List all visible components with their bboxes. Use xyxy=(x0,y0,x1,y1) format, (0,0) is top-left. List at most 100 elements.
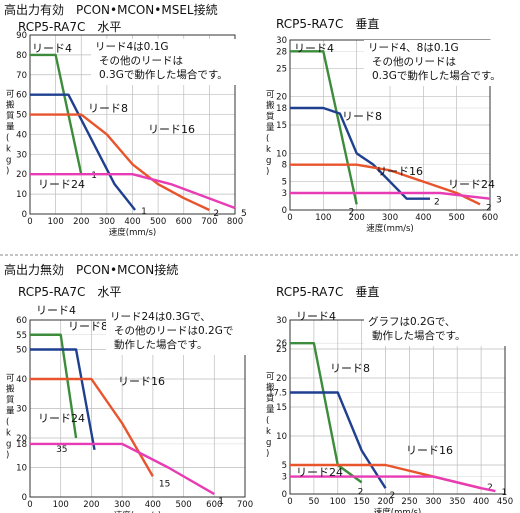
x-axis-label: 速度(mm/s) xyxy=(366,223,414,234)
y-tick-label: 5 xyxy=(282,461,287,471)
x-tick-label: 200 xyxy=(377,497,393,507)
series-end-label: 2 xyxy=(213,209,219,219)
chart-3: RCP5-RA7C 水平 0 10 20 30 40 50 60 55 18 0 100 200 300 4… xyxy=(6,285,256,513)
annotation-line: 0.3Gで動作した場合です。 xyxy=(99,68,228,81)
y-tick-label: 0 xyxy=(22,210,27,220)
x-axis-label: 速度(mm/s) xyxy=(114,510,162,513)
y-tick-label: 50 xyxy=(16,111,27,121)
y-tick-label: 25 xyxy=(276,345,287,355)
y-tick-label: 90 xyxy=(16,31,27,41)
x-tick-label: 600 xyxy=(176,217,192,227)
y-tick-label: 15 xyxy=(276,403,287,413)
y-tick-label: 5 xyxy=(282,178,287,188)
annotation-box xyxy=(364,40,514,86)
chart-title: RCP5-RA7C 水平 xyxy=(18,20,121,34)
x-tick-label: 0 xyxy=(287,213,292,223)
x-tick-label: 300 xyxy=(382,213,398,223)
x-tick-label: 400 xyxy=(124,217,140,227)
y-extra-tick-label: 28 xyxy=(276,47,287,57)
x-tick-label: 400 xyxy=(415,213,431,223)
y-tick-label: 30 xyxy=(276,316,287,326)
y-tick-label: 80 xyxy=(16,51,27,61)
y-axis-label: 可搬質量(k g) xyxy=(6,90,15,177)
y-extra-tick-label: 3 xyxy=(282,473,287,483)
series-end-label: 35 xyxy=(56,445,67,455)
series-label: リード4 xyxy=(296,310,336,323)
series-line--8 xyxy=(290,106,430,200)
series-end-label: 2 xyxy=(349,207,355,217)
series-end-label: 2 xyxy=(487,483,493,493)
y-tick-label: 25 xyxy=(276,64,287,74)
y-tick-label: 15 xyxy=(276,121,287,131)
x-tick-label: 500 xyxy=(449,213,465,223)
series-line--8 xyxy=(290,391,387,489)
y-tick-label: 10 xyxy=(16,464,27,474)
chart-title: RCP5-RA7C 水平 xyxy=(18,285,121,299)
x-tick-label: 0 xyxy=(27,500,32,510)
annotation-box xyxy=(106,309,256,355)
x-tick-label: 300 xyxy=(114,500,130,510)
series-end-label: 2 xyxy=(390,491,396,501)
y-tick-label: 30 xyxy=(16,150,27,160)
x-tick-label: 600 xyxy=(206,500,222,510)
y-extra-tick-label: 17.5 xyxy=(268,389,287,399)
series-label: リード4 xyxy=(294,42,334,55)
annotation-line: その他のリードは xyxy=(372,55,456,68)
series-line--16 xyxy=(30,377,154,477)
y-extra-tick-label: 18 xyxy=(276,104,287,114)
y-tick-label: 20 xyxy=(276,93,287,103)
x-tick-label: 200 xyxy=(73,217,89,227)
x-tick-label: 800 xyxy=(227,217,243,227)
y-extra-tick-label: 55 xyxy=(16,331,27,341)
x-tick-label: 250 xyxy=(401,497,417,507)
series-label: リード24 xyxy=(448,178,495,191)
y-tick-label: 60 xyxy=(16,91,27,101)
x-tick-label: 500 xyxy=(175,500,191,510)
series-label: リード16 xyxy=(148,123,195,136)
annotation-line: リード4、8は0.1G xyxy=(368,42,459,54)
y-tick-label: 0 xyxy=(282,490,287,500)
series-label: リード24 xyxy=(38,178,85,191)
annotation-line: リード24は0.3Gで、 xyxy=(110,311,211,323)
series-line--16 xyxy=(30,113,210,212)
series-end-label: 1 xyxy=(141,207,147,217)
x-tick-label: 50 xyxy=(308,497,319,507)
x-axis-label: 速度(mm/s) xyxy=(109,227,157,238)
annotation-line: リード4は0.1G xyxy=(95,41,169,53)
x-tick-label: 100 xyxy=(315,213,331,223)
series-label: リード16 xyxy=(406,444,453,457)
x-tick-label: 0 xyxy=(27,217,32,227)
series-label: リード8 xyxy=(330,362,370,375)
series-line--4 xyxy=(290,342,363,484)
y-extra-tick-label: 26 xyxy=(276,339,287,349)
y-tick-label: 10 xyxy=(276,432,287,442)
annotation-box xyxy=(364,314,514,346)
x-tick-label: 500 xyxy=(150,217,166,227)
series-label: リード4 xyxy=(36,304,76,317)
series-end-label: 3 xyxy=(496,196,502,206)
y-axis-label: 可搬質量(k g) xyxy=(266,90,275,177)
y-tick-label: 40 xyxy=(16,130,27,140)
x-tick-label: 350 xyxy=(449,497,465,507)
x-tick-label: 0 xyxy=(287,497,292,507)
series-label: リード24 xyxy=(296,466,343,479)
x-tick-label: 600 xyxy=(482,213,498,223)
y-tick-label: 70 xyxy=(16,71,27,81)
x-tick-label: 700 xyxy=(201,217,217,227)
series-end-label: 15 xyxy=(159,479,170,489)
y-tick-label: 20 xyxy=(16,434,27,444)
annotation-line: グラフは0.2Gで、 xyxy=(368,315,455,328)
series-line--8 xyxy=(30,348,96,451)
y-axis-label: 可搬質量(k g) xyxy=(6,374,15,461)
x-tick-label: 200 xyxy=(83,500,99,510)
series-line--24 xyxy=(290,191,491,200)
series-label: リード16 xyxy=(376,165,423,178)
x-tick-label: 200 xyxy=(349,213,365,223)
y-tick-label: 0 xyxy=(282,206,287,216)
series-label: リード4 xyxy=(32,42,72,55)
x-tick-label: 300 xyxy=(425,497,441,507)
series-label: リード24 xyxy=(38,412,85,425)
